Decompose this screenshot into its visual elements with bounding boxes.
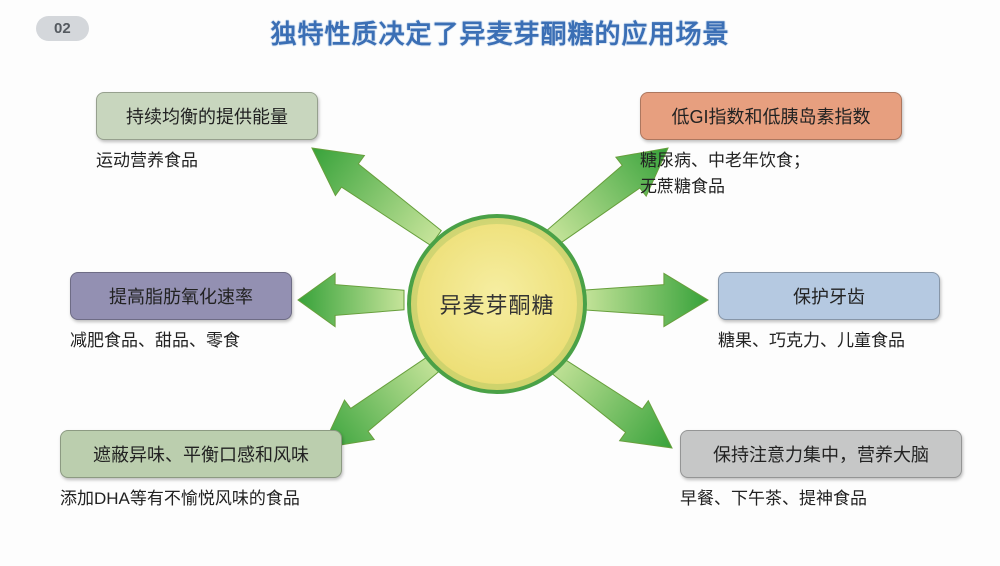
arrow-energy <box>312 148 441 245</box>
node-box-teeth: 保护牙齿 <box>718 272 940 320</box>
arrow-focus <box>547 355 672 448</box>
node-box-low-gi: 低GI指数和低胰岛素指数 <box>640 92 902 140</box>
node-box-flavor-mask: 遮蔽异味、平衡口感和风味 <box>60 430 342 478</box>
node-sub-energy: 运动营养食品 <box>96 148 318 174</box>
slide-number-badge: 02 <box>36 16 89 41</box>
node-energy: 持续均衡的提供能量运动营养食品 <box>96 92 318 174</box>
node-fat-oxidation: 提高脂肪氧化速率减肥食品、甜品、零食 <box>70 272 292 354</box>
node-flavor-mask: 遮蔽异味、平衡口感和风味添加DHA等有不愉悦风味的食品 <box>60 430 342 512</box>
slide: { "badge": "02", "title": "独特性质决定了异麦芽酮糖的… <box>0 0 1000 566</box>
node-sub-focus: 早餐、下午茶、提神食品 <box>680 486 962 512</box>
hub-circle: 异麦芽酮糖 <box>407 214 587 394</box>
node-box-energy: 持续均衡的提供能量 <box>96 92 318 140</box>
node-box-focus: 保持注意力集中，营养大脑 <box>680 430 962 478</box>
hub-label: 异麦芽酮糖 <box>439 288 554 320</box>
node-sub-teeth: 糖果、巧克力、儿童食品 <box>718 328 940 354</box>
node-sub-fat-oxidation: 减肥食品、甜品、零食 <box>70 328 292 354</box>
arrow-fat-oxidation <box>298 273 404 326</box>
node-sub-flavor-mask: 添加DHA等有不愉悦风味的食品 <box>60 486 342 512</box>
node-teeth: 保护牙齿糖果、巧克力、儿童食品 <box>718 272 940 354</box>
arrow-teeth <box>582 273 708 326</box>
slide-title: 独特性质决定了异麦芽酮糖的应用场景 <box>270 14 729 51</box>
node-low-gi: 低GI指数和低胰岛素指数糖尿病、中老年饮食；无蔗糖食品 <box>640 92 902 199</box>
node-sub-low-gi: 糖尿病、中老年饮食；无蔗糖食品 <box>640 148 902 199</box>
node-box-fat-oxidation: 提高脂肪氧化速率 <box>70 272 292 320</box>
node-focus: 保持注意力集中，营养大脑早餐、下午茶、提神食品 <box>680 430 962 512</box>
